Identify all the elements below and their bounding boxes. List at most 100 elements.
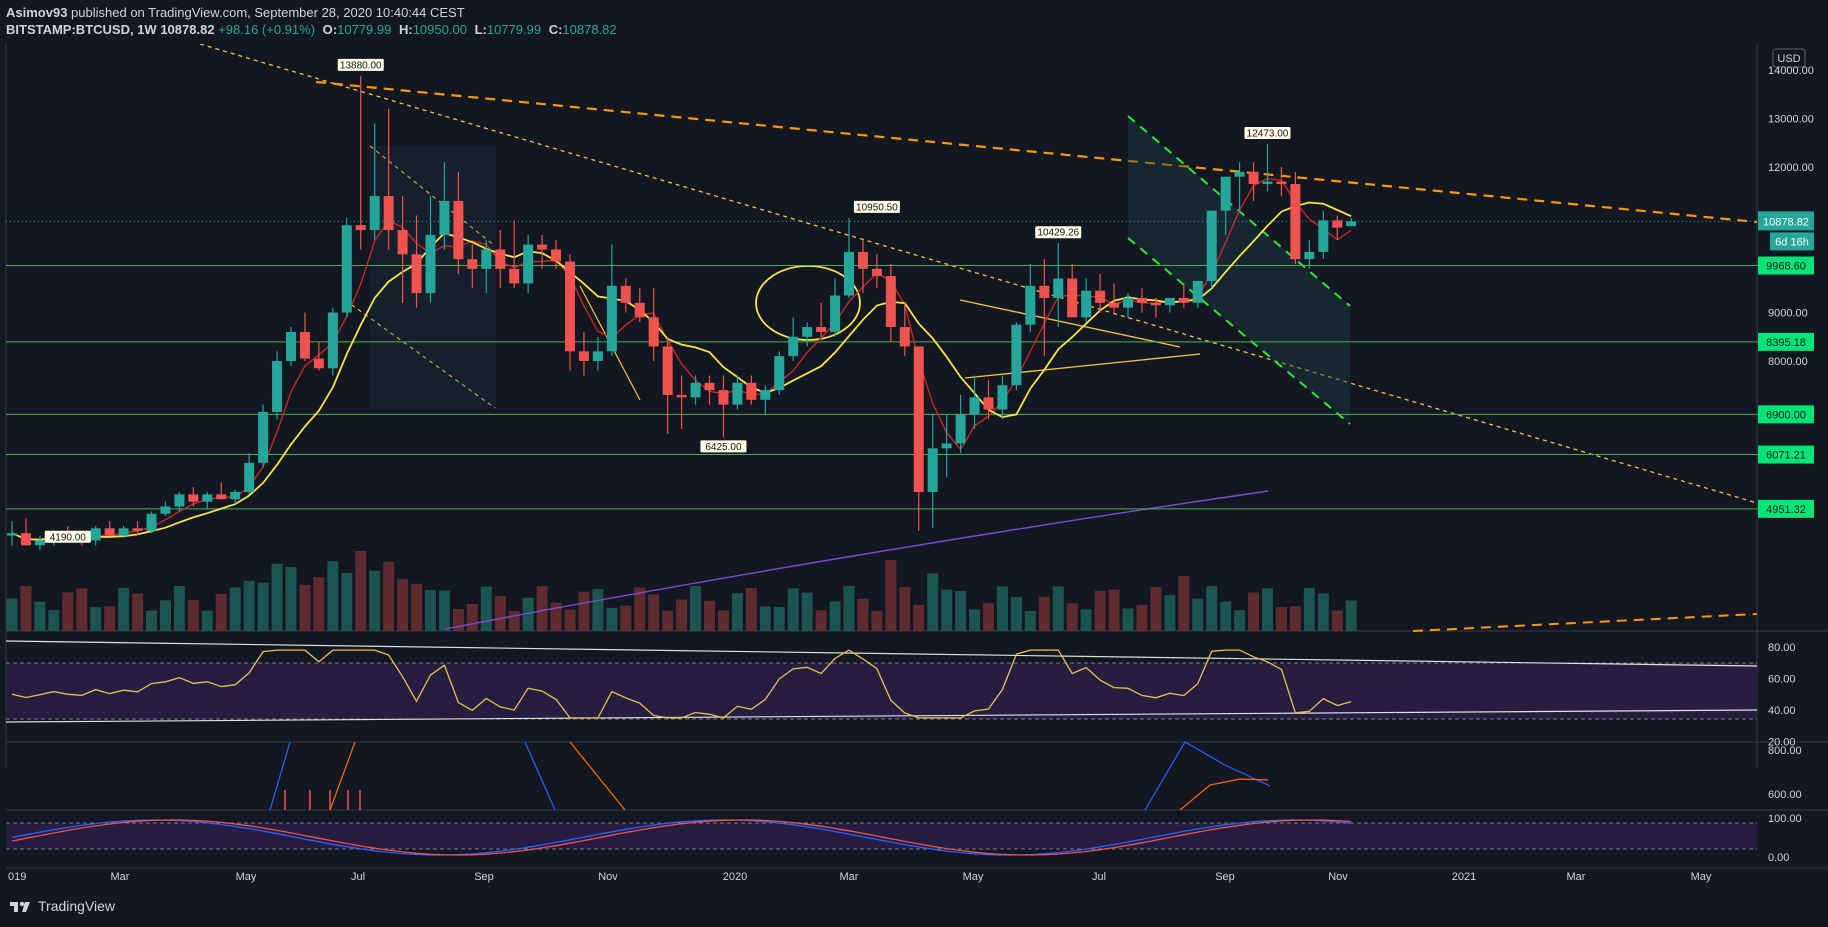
osc-line-orange-c [1179, 778, 1269, 811]
volume-bar [118, 587, 130, 631]
volume-bar [1066, 603, 1078, 631]
price-chart[interactable]: 13880.00 10950.50 10429.26 12473.00 6425.00 4… [0, 44, 1828, 892]
level-badge [1758, 405, 1814, 424]
volume-bar [173, 586, 185, 631]
volume-bar [731, 593, 743, 631]
osc-tick-label: 800.00 [1768, 745, 1802, 757]
candle-body [537, 244, 548, 250]
volume-bar [104, 606, 116, 631]
annotation-flag [44, 530, 91, 543]
candle-body [230, 491, 241, 500]
volume-bar [787, 588, 799, 631]
candle-body [941, 443, 952, 449]
candle-body [885, 276, 896, 328]
volume-bar [648, 594, 660, 631]
level-badge-label: 4951.32 [1766, 504, 1806, 516]
candle-body [286, 331, 296, 361]
x-tick-label: Jul [351, 871, 365, 883]
tradingview-logo[interactable]: TradingView [8, 896, 115, 916]
candle-body [7, 533, 17, 536]
volume-bar [6, 598, 18, 631]
x-tick-label: May [236, 871, 257, 883]
candle-body [160, 506, 171, 514]
candle-body [397, 230, 408, 255]
volume-bar [1234, 610, 1246, 631]
volume-bar [592, 589, 604, 631]
level-badge-label: 6071.21 [1766, 450, 1806, 462]
candle-body [1011, 324, 1022, 386]
candle-body [802, 327, 813, 337]
volume-bar [690, 586, 702, 631]
countdown-label: 6d 16h [1775, 236, 1809, 248]
channel-lower [1127, 237, 1351, 425]
y-tick-label: 12000.00 [1768, 162, 1814, 174]
candle-body [1039, 285, 1050, 298]
candle-body [1234, 171, 1245, 177]
triangle-lower [964, 353, 1201, 379]
osc-line-orange-b [569, 741, 626, 811]
candle-body [830, 295, 841, 332]
volume-bar [146, 610, 157, 631]
rsi-tick-label: 80.00 [1768, 642, 1796, 654]
volume-bar [927, 573, 939, 631]
annotation-flag [337, 58, 384, 71]
stoch-band [6, 823, 1757, 849]
volume-bar [955, 591, 967, 631]
candle-body [104, 528, 115, 536]
high-value: 10950.00 [412, 22, 467, 37]
x-tick-label: 2021 [1452, 871, 1476, 883]
stoch-d-line [11, 819, 1352, 856]
volume-bar [508, 610, 520, 631]
publish-info: published on TradingView.com, September … [71, 5, 465, 20]
candle-body [1164, 297, 1175, 306]
volume-bar [899, 587, 911, 631]
candle-body [1067, 278, 1078, 318]
last-price-label: 10878.82 [1763, 216, 1809, 228]
osc-line-blue-b [524, 741, 556, 811]
candle-body [606, 285, 617, 352]
volume-bar [1289, 606, 1301, 631]
candle-body [899, 327, 910, 347]
volume-bar [704, 600, 715, 631]
stoch-k-line [11, 819, 1352, 856]
candle-body [1053, 278, 1064, 298]
tradingview-icon [10, 901, 30, 912]
annotation-label: 10429.26 [1037, 228, 1079, 239]
volume-bar [815, 610, 827, 631]
annotation-flag [1244, 127, 1291, 140]
candle-body [648, 317, 659, 347]
volume-bar [676, 599, 688, 631]
candle-body [871, 268, 882, 277]
volume-bar [1220, 601, 1232, 631]
candle-body [202, 494, 213, 502]
last-price-badge [1758, 211, 1814, 231]
candle-body [174, 494, 185, 507]
volume-bar [383, 561, 395, 631]
level-badge-label: 8395.18 [1766, 337, 1806, 349]
volume-bar [355, 550, 367, 631]
current-price: 10878.82 [160, 22, 215, 37]
level-badge-label: 9968.60 [1766, 261, 1806, 273]
volume-bar [606, 607, 618, 631]
x-tick-label: Mar [111, 871, 130, 883]
author-name[interactable]: Asimov93 [6, 5, 68, 20]
candle-body [718, 390, 729, 405]
tradingview-brand: TradingView [38, 898, 116, 914]
annotation-label: 6425.00 [705, 442, 742, 453]
candle-body [788, 336, 799, 357]
rsi-band [6, 663, 1757, 719]
volume-bar [215, 594, 227, 631]
candle-body [355, 225, 366, 231]
rsi-tick-label: 40.00 [1768, 705, 1796, 717]
candle-body [760, 390, 771, 400]
candle-body [565, 261, 575, 352]
candle-body [746, 382, 757, 400]
x-tick-label: Sep [1215, 871, 1235, 883]
x-tick-label: Mar [840, 871, 859, 883]
currency-label: USD [1777, 53, 1800, 65]
volume-bar [941, 589, 953, 631]
annotation-flag [1035, 226, 1082, 239]
volume-bar [550, 602, 562, 631]
symbol-name[interactable]: BITSTAMP:BTCUSD, 1W [6, 22, 157, 37]
candle-body [439, 200, 450, 235]
